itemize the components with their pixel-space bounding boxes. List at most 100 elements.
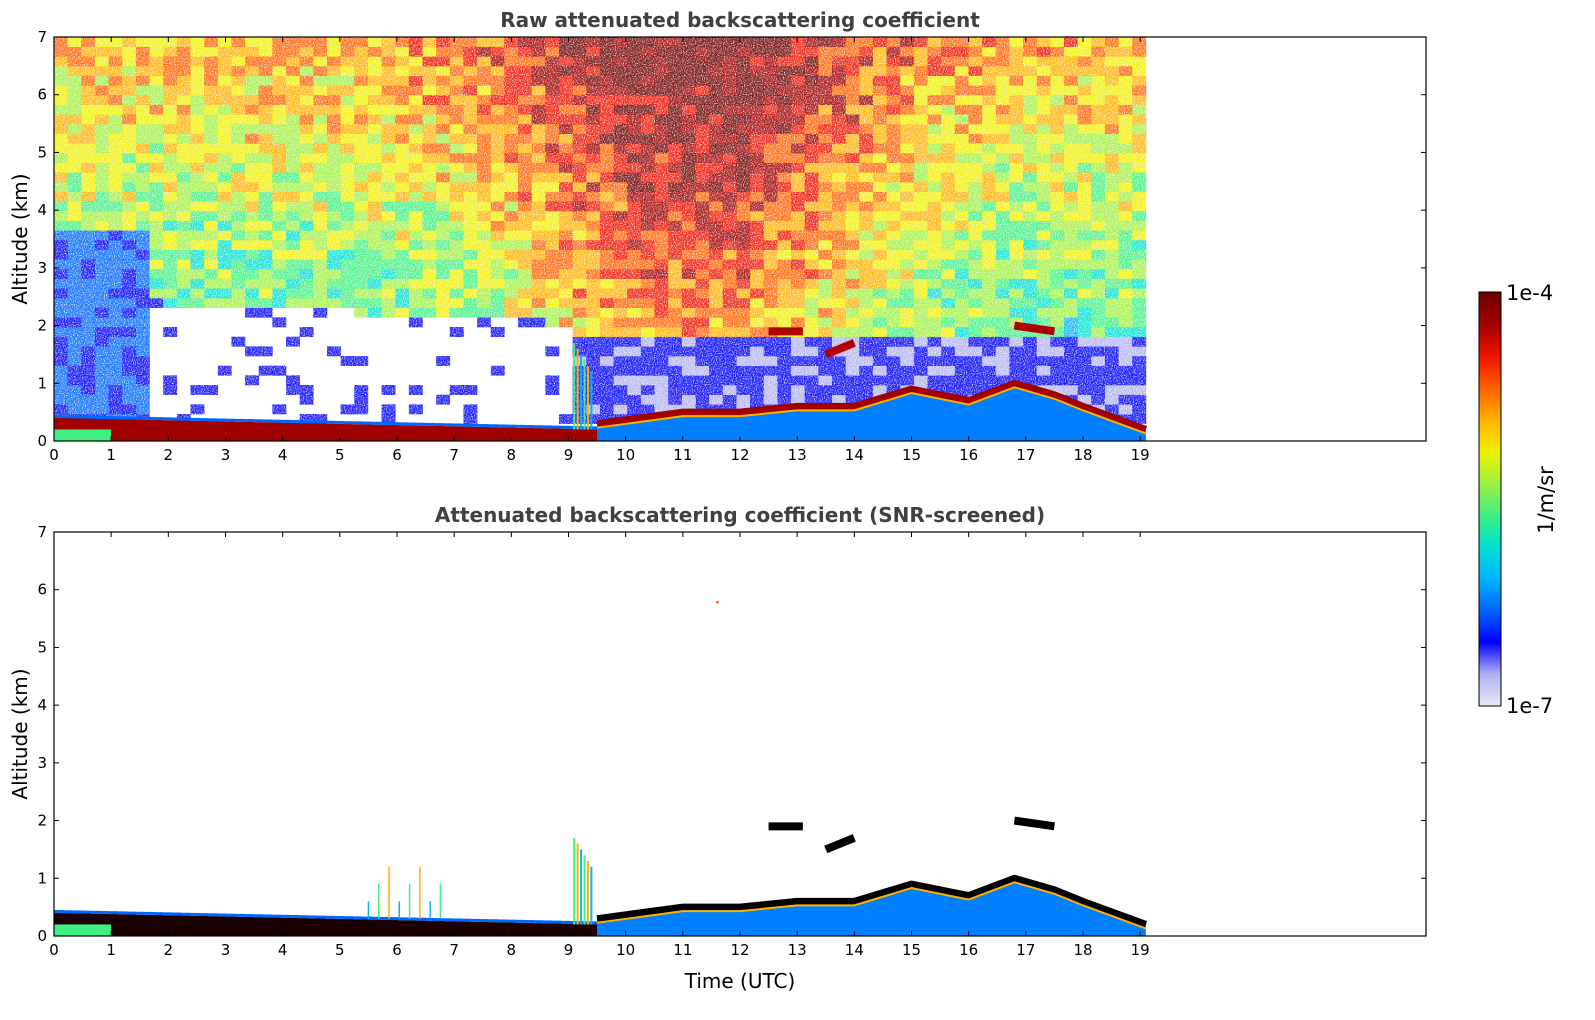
x-axis-label: Time (UTC) <box>684 969 796 993</box>
layer-edge <box>542 920 553 924</box>
layer-edge <box>461 423 471 427</box>
surface-layer <box>542 428 553 441</box>
x-tick-label: 8 <box>507 446 517 464</box>
surface-layer <box>108 914 118 936</box>
layer-edge <box>407 422 417 426</box>
layer-edge <box>416 917 426 921</box>
surface-layer <box>416 920 426 936</box>
surface-layer <box>225 421 236 441</box>
y-axis-ticks: 0 1 2 3 4 5 6 7 <box>37 523 1426 945</box>
surface-layer <box>533 428 544 441</box>
surface-layer <box>569 923 580 936</box>
x-tick-label: 14 <box>845 941 864 959</box>
surface-layer <box>343 424 353 441</box>
x-tick-label: 10 <box>616 446 635 464</box>
layer-edge <box>162 912 172 916</box>
x-tick-label: 15 <box>902 446 921 464</box>
x-tick-label: 1 <box>106 446 116 464</box>
layer-edge <box>551 920 562 924</box>
noise-overlay <box>54 37 1146 441</box>
isolated-pixel <box>715 601 719 604</box>
layer-edge <box>235 418 245 422</box>
layer-edge <box>443 423 453 427</box>
layer-edge <box>452 918 462 922</box>
layer-edge <box>370 916 381 920</box>
boundary-layer-top <box>596 379 1148 433</box>
layer-edge <box>352 421 363 425</box>
surface-layer <box>244 916 254 936</box>
surface-layer <box>189 420 200 441</box>
layer-edge <box>452 423 462 427</box>
surface-layer <box>144 419 154 441</box>
layer-edge <box>225 913 236 917</box>
surface-layer <box>425 425 435 441</box>
boundary-layer-fill <box>597 878 1146 936</box>
heatmap-image <box>54 601 1148 936</box>
layer-edge <box>117 911 127 915</box>
x-tick-label: 9 <box>564 941 574 959</box>
layer-edge <box>271 914 281 918</box>
x-tick-label: 12 <box>730 941 749 959</box>
layer-edge <box>289 915 299 918</box>
layer-edge <box>235 913 245 917</box>
layer-edge <box>81 415 91 419</box>
surface-layer <box>207 421 218 441</box>
surface-layer <box>560 428 571 441</box>
surface-layer <box>153 420 163 441</box>
layer-edge <box>90 415 100 419</box>
layer-edge <box>216 913 227 917</box>
x-tick-label: 19 <box>1131 446 1150 464</box>
surface-layer <box>307 423 317 441</box>
surface-layer <box>162 420 172 441</box>
surface-layer <box>470 921 480 936</box>
y-tick-label: 7 <box>37 523 47 541</box>
layer-edge <box>126 911 136 915</box>
x-tick-label: 0 <box>49 941 59 959</box>
layer-edge <box>497 919 507 923</box>
surface-layer <box>280 917 290 936</box>
x-tick-label: 15 <box>902 941 921 959</box>
x-tick-label: 8 <box>507 941 517 959</box>
layer-edge <box>207 913 218 917</box>
surface-layer <box>216 421 227 441</box>
layer-edge <box>63 415 73 419</box>
surface-layer <box>479 426 489 441</box>
layer-edge <box>361 916 372 920</box>
layer-edge <box>126 416 136 420</box>
surface-layer <box>207 916 218 936</box>
surface-layer <box>379 424 390 441</box>
layer-edge <box>479 919 489 922</box>
plot-frame <box>53 531 1427 937</box>
surface-layer <box>452 921 462 936</box>
layer-edge <box>153 912 163 916</box>
layer-edge <box>515 424 525 428</box>
surface-layer <box>180 420 191 441</box>
layer-edge <box>72 910 82 914</box>
surface-layer <box>135 914 145 936</box>
surface-layer <box>379 919 390 936</box>
layer-edge <box>379 421 390 425</box>
surface-layer <box>171 915 182 936</box>
surface-layer <box>551 428 562 441</box>
layer-edge <box>225 418 236 422</box>
layer-edge <box>144 416 154 420</box>
surface-layer <box>461 921 471 936</box>
surface-layer <box>578 924 589 936</box>
layer-edge <box>588 921 598 925</box>
surface-layer <box>117 419 127 441</box>
layer-edge <box>180 417 191 421</box>
layer-edge <box>542 425 553 429</box>
surface-layer <box>397 425 408 441</box>
surface-layer <box>180 915 191 936</box>
layer-edge <box>352 916 363 920</box>
layer-edge <box>307 915 317 919</box>
layer-edge <box>135 911 145 915</box>
layer-edge <box>180 912 191 916</box>
layer-edge <box>280 419 290 423</box>
x-tick-label: 3 <box>221 446 231 464</box>
layer-edge <box>397 917 408 921</box>
y-tick-label: 4 <box>37 696 47 714</box>
layer-edge <box>81 910 91 914</box>
surface-layer <box>524 427 535 441</box>
layer-edge <box>506 919 516 923</box>
